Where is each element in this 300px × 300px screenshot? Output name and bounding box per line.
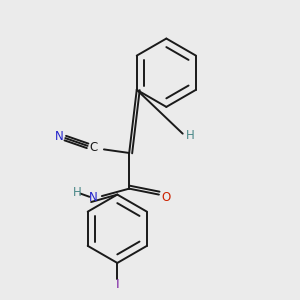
- Text: H: H: [73, 186, 82, 199]
- Text: N: N: [55, 130, 64, 143]
- Text: O: O: [162, 191, 171, 204]
- Text: I: I: [116, 278, 119, 291]
- Text: N: N: [89, 191, 98, 204]
- Text: C: C: [89, 140, 98, 154]
- Text: H: H: [186, 129, 194, 142]
